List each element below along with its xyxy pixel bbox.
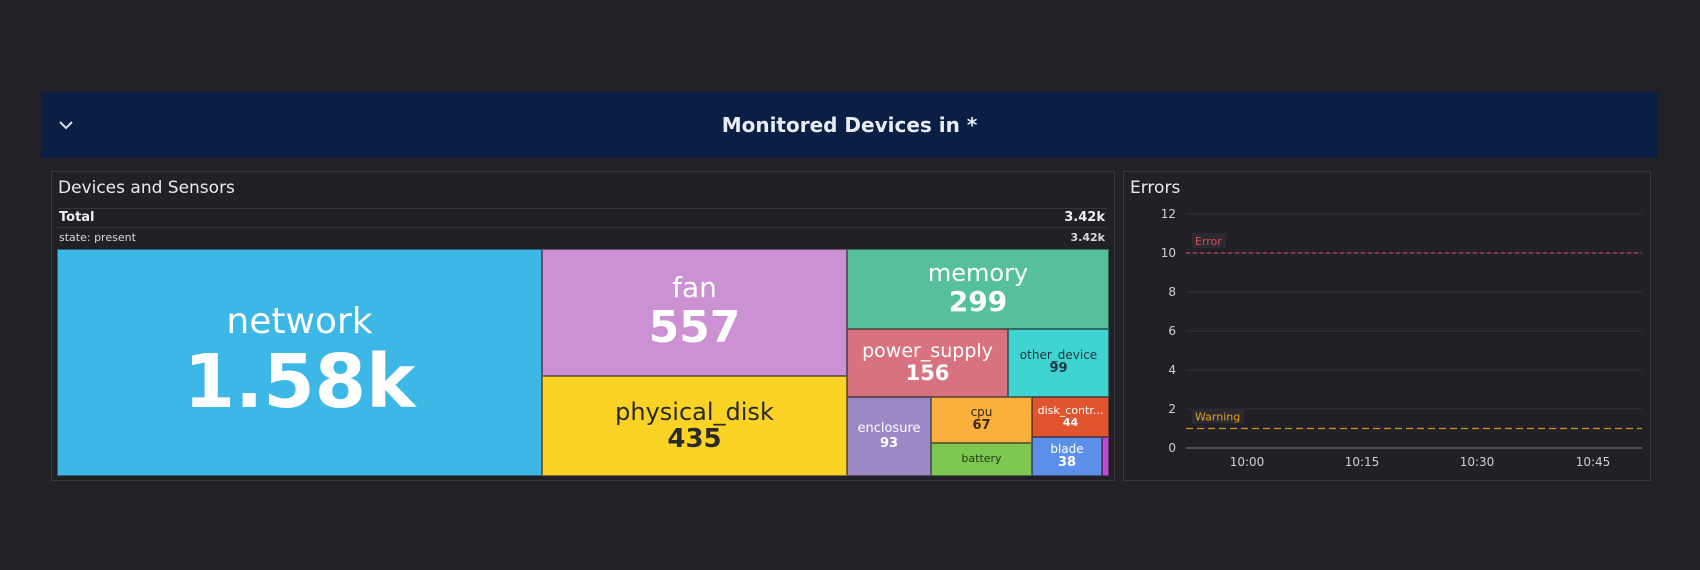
- tile-enclosure[interactable]: enclosure 93: [847, 397, 931, 476]
- total-value: 3.42k: [1064, 210, 1105, 225]
- chevron-down-icon[interactable]: [57, 116, 75, 134]
- y-tick-label: 12: [1161, 207, 1176, 221]
- tile-label: disk_contr...: [1037, 403, 1104, 417]
- errors-panel: Errors 0 2 4 6 8 10 12 10:00 10:15 10:30 10:45 Er…: [1123, 171, 1651, 481]
- threshold-label-bg: [1192, 408, 1244, 424]
- row-title: Monitored Devices in *: [721, 113, 978, 137]
- tile-label: battery: [961, 452, 1002, 466]
- tile-label: physical_disk: [615, 397, 774, 426]
- total-row: Total 3.42k: [57, 208, 1107, 228]
- y-tick-label: 10: [1161, 246, 1176, 260]
- panel-title: Devices and Sensors: [58, 178, 235, 198]
- x-tick-label: 10:00: [1230, 455, 1265, 469]
- tile-value: 67: [972, 418, 991, 434]
- threshold-label: Error: [1195, 235, 1222, 248]
- tile-value: 93: [879, 435, 899, 451]
- tile-value: 44: [1062, 416, 1079, 429]
- y-tick-label: 4: [1168, 363, 1176, 377]
- tile-cpu[interactable]: cpu 67: [931, 397, 1032, 443]
- tile-value: 299: [948, 284, 1008, 318]
- total-label: Total: [59, 210, 95, 225]
- tile-label: memory: [927, 259, 1029, 288]
- tile-label: fan: [672, 270, 717, 304]
- tile-value: 156: [905, 360, 950, 385]
- tile-disk-controller[interactable]: disk_contr... 44: [1032, 397, 1109, 437]
- y-tick-label: 2: [1168, 402, 1176, 416]
- x-tick-label: 10:45: [1576, 455, 1611, 469]
- tile-value: 38: [1057, 454, 1077, 470]
- threshold-label: Warning: [1195, 411, 1240, 424]
- tile-value: 99: [1049, 361, 1068, 377]
- tile-label: power_supply: [862, 340, 993, 362]
- tile-network[interactable]: network 1.58k: [57, 249, 542, 476]
- treemap: network 1.58k fan 557 physical_disk 435 …: [57, 249, 1109, 476]
- tile-value: 1.58k: [183, 338, 416, 425]
- devices-sensors-panel: Devices and Sensors Total 3.42k state: p…: [51, 171, 1115, 481]
- y-tick-label: 6: [1168, 324, 1176, 338]
- errors-chart: 0 2 4 6 8 10 12 10:00 10:15 10:30 10:45 Error Warn…: [1161, 207, 1642, 469]
- y-tick-label: 0: [1168, 441, 1176, 455]
- tile-label: cpu: [970, 405, 993, 420]
- tile-value: 435: [667, 423, 722, 454]
- state-row: state: present 3.42k: [57, 230, 1107, 246]
- tile-label: blade: [1050, 441, 1084, 456]
- tile-blade[interactable]: blade 38: [1032, 437, 1102, 476]
- tile-battery[interactable]: battery: [931, 443, 1032, 476]
- state-label: state: present: [59, 231, 136, 244]
- tile-other-device[interactable]: other_device 99: [1008, 329, 1109, 397]
- threshold-label-bg: [1192, 233, 1226, 248]
- tile-power-supply[interactable]: power_supply 156: [847, 329, 1008, 397]
- x-tick-label: 10:30: [1460, 455, 1495, 469]
- panel-title: Errors: [1130, 178, 1181, 198]
- tile-fan[interactable]: fan 557: [542, 249, 847, 376]
- row-header[interactable]: Monitored Devices in *: [41, 92, 1658, 158]
- x-tick-label: 10:15: [1345, 455, 1380, 469]
- tile-memory[interactable]: memory 299: [847, 249, 1109, 329]
- tile-label: enclosure: [857, 421, 921, 437]
- tile-label: network: [226, 301, 373, 342]
- tile-misc-sliver[interactable]: [1102, 437, 1109, 476]
- tile-label: other_device: [1019, 348, 1098, 363]
- y-tick-label: 8: [1168, 285, 1176, 299]
- tile-value: 557: [648, 301, 741, 353]
- state-value: 3.42k: [1070, 231, 1105, 244]
- tile-physical-disk[interactable]: physical_disk 435: [542, 376, 847, 476]
